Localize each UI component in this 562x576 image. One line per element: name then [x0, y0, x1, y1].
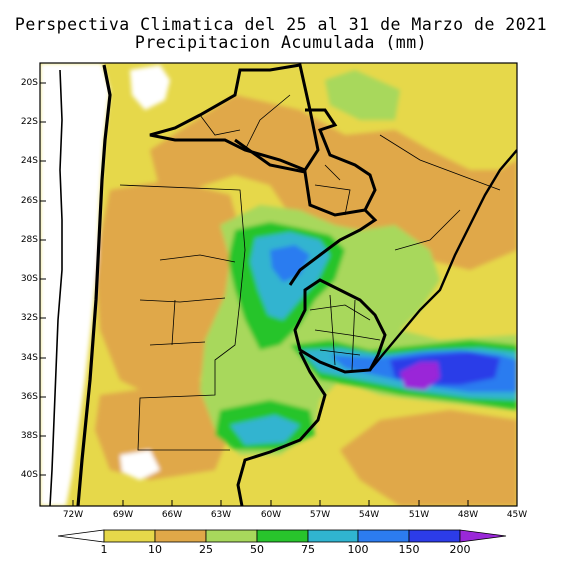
colorbar-segment-6 [357, 529, 410, 543]
chile-coastline [49, 69, 63, 506]
lat-label: 34S [20, 353, 38, 363]
colorbar-label: 150 [398, 543, 420, 556]
colorbar-segment-7 [408, 529, 461, 543]
colorbar-segment-3 [205, 529, 258, 543]
field-under-1mm-altiplano [130, 65, 170, 110]
colorbar-segment-8 [459, 529, 507, 543]
colorbar-label: 75 [301, 543, 315, 556]
lat-label: 24S [20, 156, 38, 166]
colorbar-segment-5 [307, 529, 359, 543]
colorbar-label: 100 [347, 543, 369, 556]
lon-label: 57W [309, 510, 331, 520]
map-frame [39, 62, 518, 507]
chile-argentina-border [76, 64, 112, 506]
colorbar-segment-4 [256, 529, 309, 543]
lat-label: 30S [20, 274, 38, 284]
lat-label: 38S [20, 431, 38, 441]
lon-label: 48W [457, 510, 479, 520]
map-title-line2: Precipitacion Acumulada (mm) [134, 33, 428, 52]
colorbar-label: 10 [148, 543, 162, 556]
colorbar [57, 529, 507, 543]
lat-label: 28S [20, 235, 38, 245]
lon-label: 54W [358, 510, 380, 520]
lon-label: 51W [408, 510, 430, 520]
lat-label: 36S [20, 392, 38, 402]
lon-label: 66W [161, 510, 183, 520]
colorbar-segment-2 [154, 529, 207, 543]
argentina-coastline [236, 351, 327, 506]
colorbar-label: 200 [449, 543, 471, 556]
lat-label: 22S [20, 117, 38, 127]
bolivia-border [149, 63, 320, 172]
colorbar-segment-0 [57, 529, 105, 543]
uruguay-border [293, 278, 387, 374]
field-100-150mm-north [270, 245, 310, 282]
precipitation-field [40, 63, 517, 506]
field-25-50mm-north [325, 70, 400, 120]
colorbar-label: 25 [199, 543, 213, 556]
axis-ticks [40, 82, 518, 506]
lat-label: 20S [20, 78, 38, 88]
lat-label: 26S [20, 196, 38, 206]
lon-label: 63W [210, 510, 232, 520]
field-75-100mm-south [230, 415, 300, 445]
lat-label: 40S [20, 470, 38, 480]
map-title-line1: Perspectiva Climatica del 25 al 31 de Ma… [14, 15, 548, 34]
lat-label: 32S [20, 313, 38, 323]
lon-label: 69W [112, 510, 134, 520]
lon-label: 45W [506, 510, 528, 520]
paraguay-border [234, 108, 377, 217]
field-under-1mm-patagonia [120, 450, 160, 480]
field-over-200mm [400, 362, 440, 390]
argentina-brazil-border [288, 208, 378, 286]
colorbar-segment-1 [103, 529, 156, 543]
internal-borders [119, 94, 501, 451]
colorbar-label: 1 [100, 543, 108, 556]
field-10-25mm-ocean [340, 410, 517, 506]
lon-label: 72W [62, 510, 84, 520]
field-under-1mm-west [40, 63, 110, 506]
colorbar-label: 50 [250, 543, 264, 556]
field-10-25mm-north [150, 95, 517, 270]
lon-label: 60W [260, 510, 282, 520]
brazil-coastline [369, 149, 517, 371]
